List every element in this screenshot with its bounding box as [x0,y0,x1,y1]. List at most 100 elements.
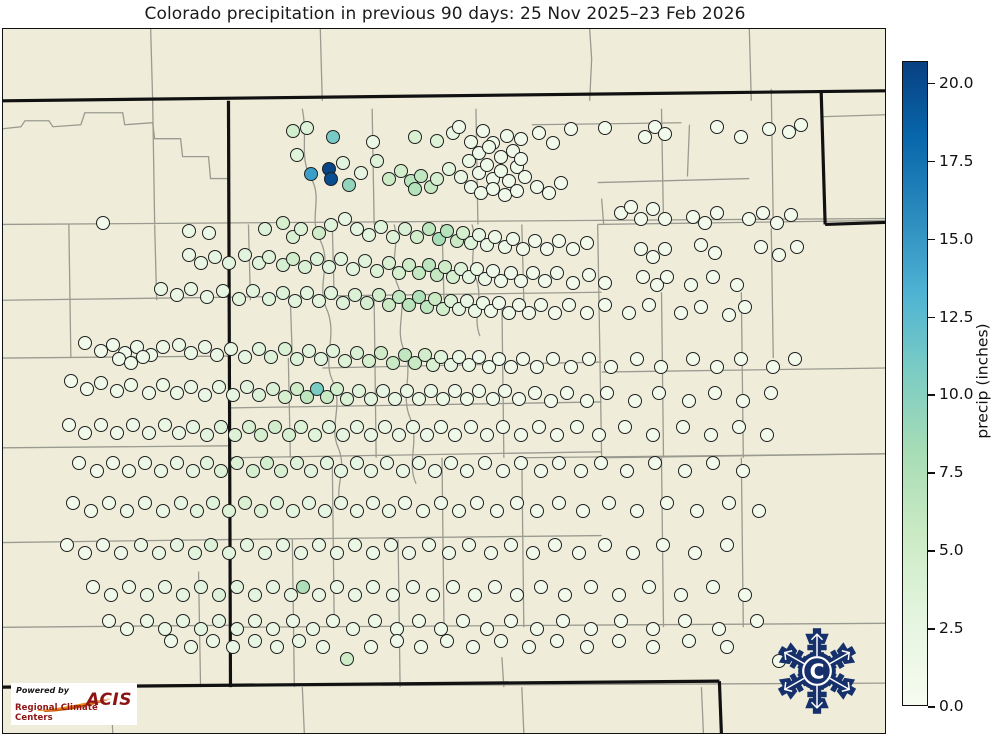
station-marker [464,135,478,149]
station-marker [480,622,494,636]
station-marker [628,394,642,408]
station-marker [312,538,326,552]
station-marker [534,580,548,594]
station-marker [510,184,524,198]
station-marker [462,538,476,552]
colorbar-tick-label: 20.0 [939,73,974,92]
station-marker [336,156,350,170]
station-marker [346,262,360,276]
station-marker [208,250,222,264]
station-marker [580,394,594,408]
station-marker [366,580,380,594]
station-marker [480,158,494,172]
station-marker [422,222,436,236]
station-marker [238,496,252,510]
acis-logo: Powered by ACIS Regional Climate Centers [11,683,137,725]
station-marker [94,418,108,432]
station-marker [266,622,280,636]
station-marker [306,622,320,636]
station-marker [392,428,406,442]
map-panel[interactable]: Powered by ACIS Regional Climate Centers [2,28,886,734]
station-marker [398,496,412,510]
colorbar-tick-label: 10.0 [939,385,974,404]
station-marker [504,538,518,552]
station-marker [186,464,200,478]
station-marker [414,640,428,654]
station-marker [258,546,272,560]
station-marker [156,340,170,354]
station-marker [690,504,704,518]
station-marker [276,286,290,300]
station-marker-layer [3,29,885,733]
station-marker [462,358,476,372]
station-marker [688,546,702,560]
station-marker [486,392,500,406]
station-marker [488,230,502,244]
station-marker [366,496,380,510]
station-marker [364,392,378,406]
station-marker [476,124,490,138]
station-marker [120,504,134,518]
station-marker [676,420,690,434]
station-marker [526,546,540,560]
colorbar-tick [928,706,935,708]
station-marker [60,538,74,552]
station-marker [238,350,252,364]
station-marker [576,504,590,518]
station-marker [84,504,98,518]
station-marker [212,588,226,602]
station-marker [648,456,662,470]
acis-swoosh-icon [37,698,111,712]
station-marker [198,340,212,354]
station-marker [382,504,396,518]
station-marker [230,580,244,594]
station-marker [592,428,606,442]
station-marker [154,282,168,296]
station-marker [200,290,214,304]
station-marker [222,256,236,270]
station-marker [124,378,138,392]
station-marker [342,178,356,192]
station-marker [472,350,486,364]
station-marker [580,306,594,320]
station-marker [504,360,518,374]
station-marker [502,306,516,320]
station-marker [364,640,378,654]
station-marker [364,428,378,442]
station-marker [240,538,254,552]
station-marker [708,386,722,400]
station-marker [594,456,608,470]
station-marker [158,580,172,594]
station-marker [302,344,316,358]
station-marker [182,248,196,262]
station-marker [346,622,360,636]
station-marker [352,384,366,398]
station-marker [654,360,668,374]
station-marker [756,206,770,220]
station-marker [298,260,312,274]
station-marker [224,342,238,356]
station-marker [516,242,530,256]
colorbar-tick [928,160,935,163]
station-marker [704,428,718,442]
colorbar-axis-label-text: precip (inches) [974,323,992,439]
station-marker [514,428,528,442]
station-marker [658,242,672,256]
station-marker [138,496,152,510]
station-marker [300,286,314,300]
station-marker [698,216,712,230]
station-marker [736,464,750,478]
station-marker [510,496,524,510]
station-marker [286,614,300,628]
station-marker [638,130,652,144]
station-marker [646,640,660,654]
station-marker [510,588,524,602]
station-marker [630,352,644,366]
station-marker [184,640,198,654]
station-marker [384,538,398,552]
station-marker [66,496,80,510]
station-marker [292,634,306,648]
station-marker [126,418,140,432]
station-marker [416,504,430,518]
station-marker [410,230,424,244]
